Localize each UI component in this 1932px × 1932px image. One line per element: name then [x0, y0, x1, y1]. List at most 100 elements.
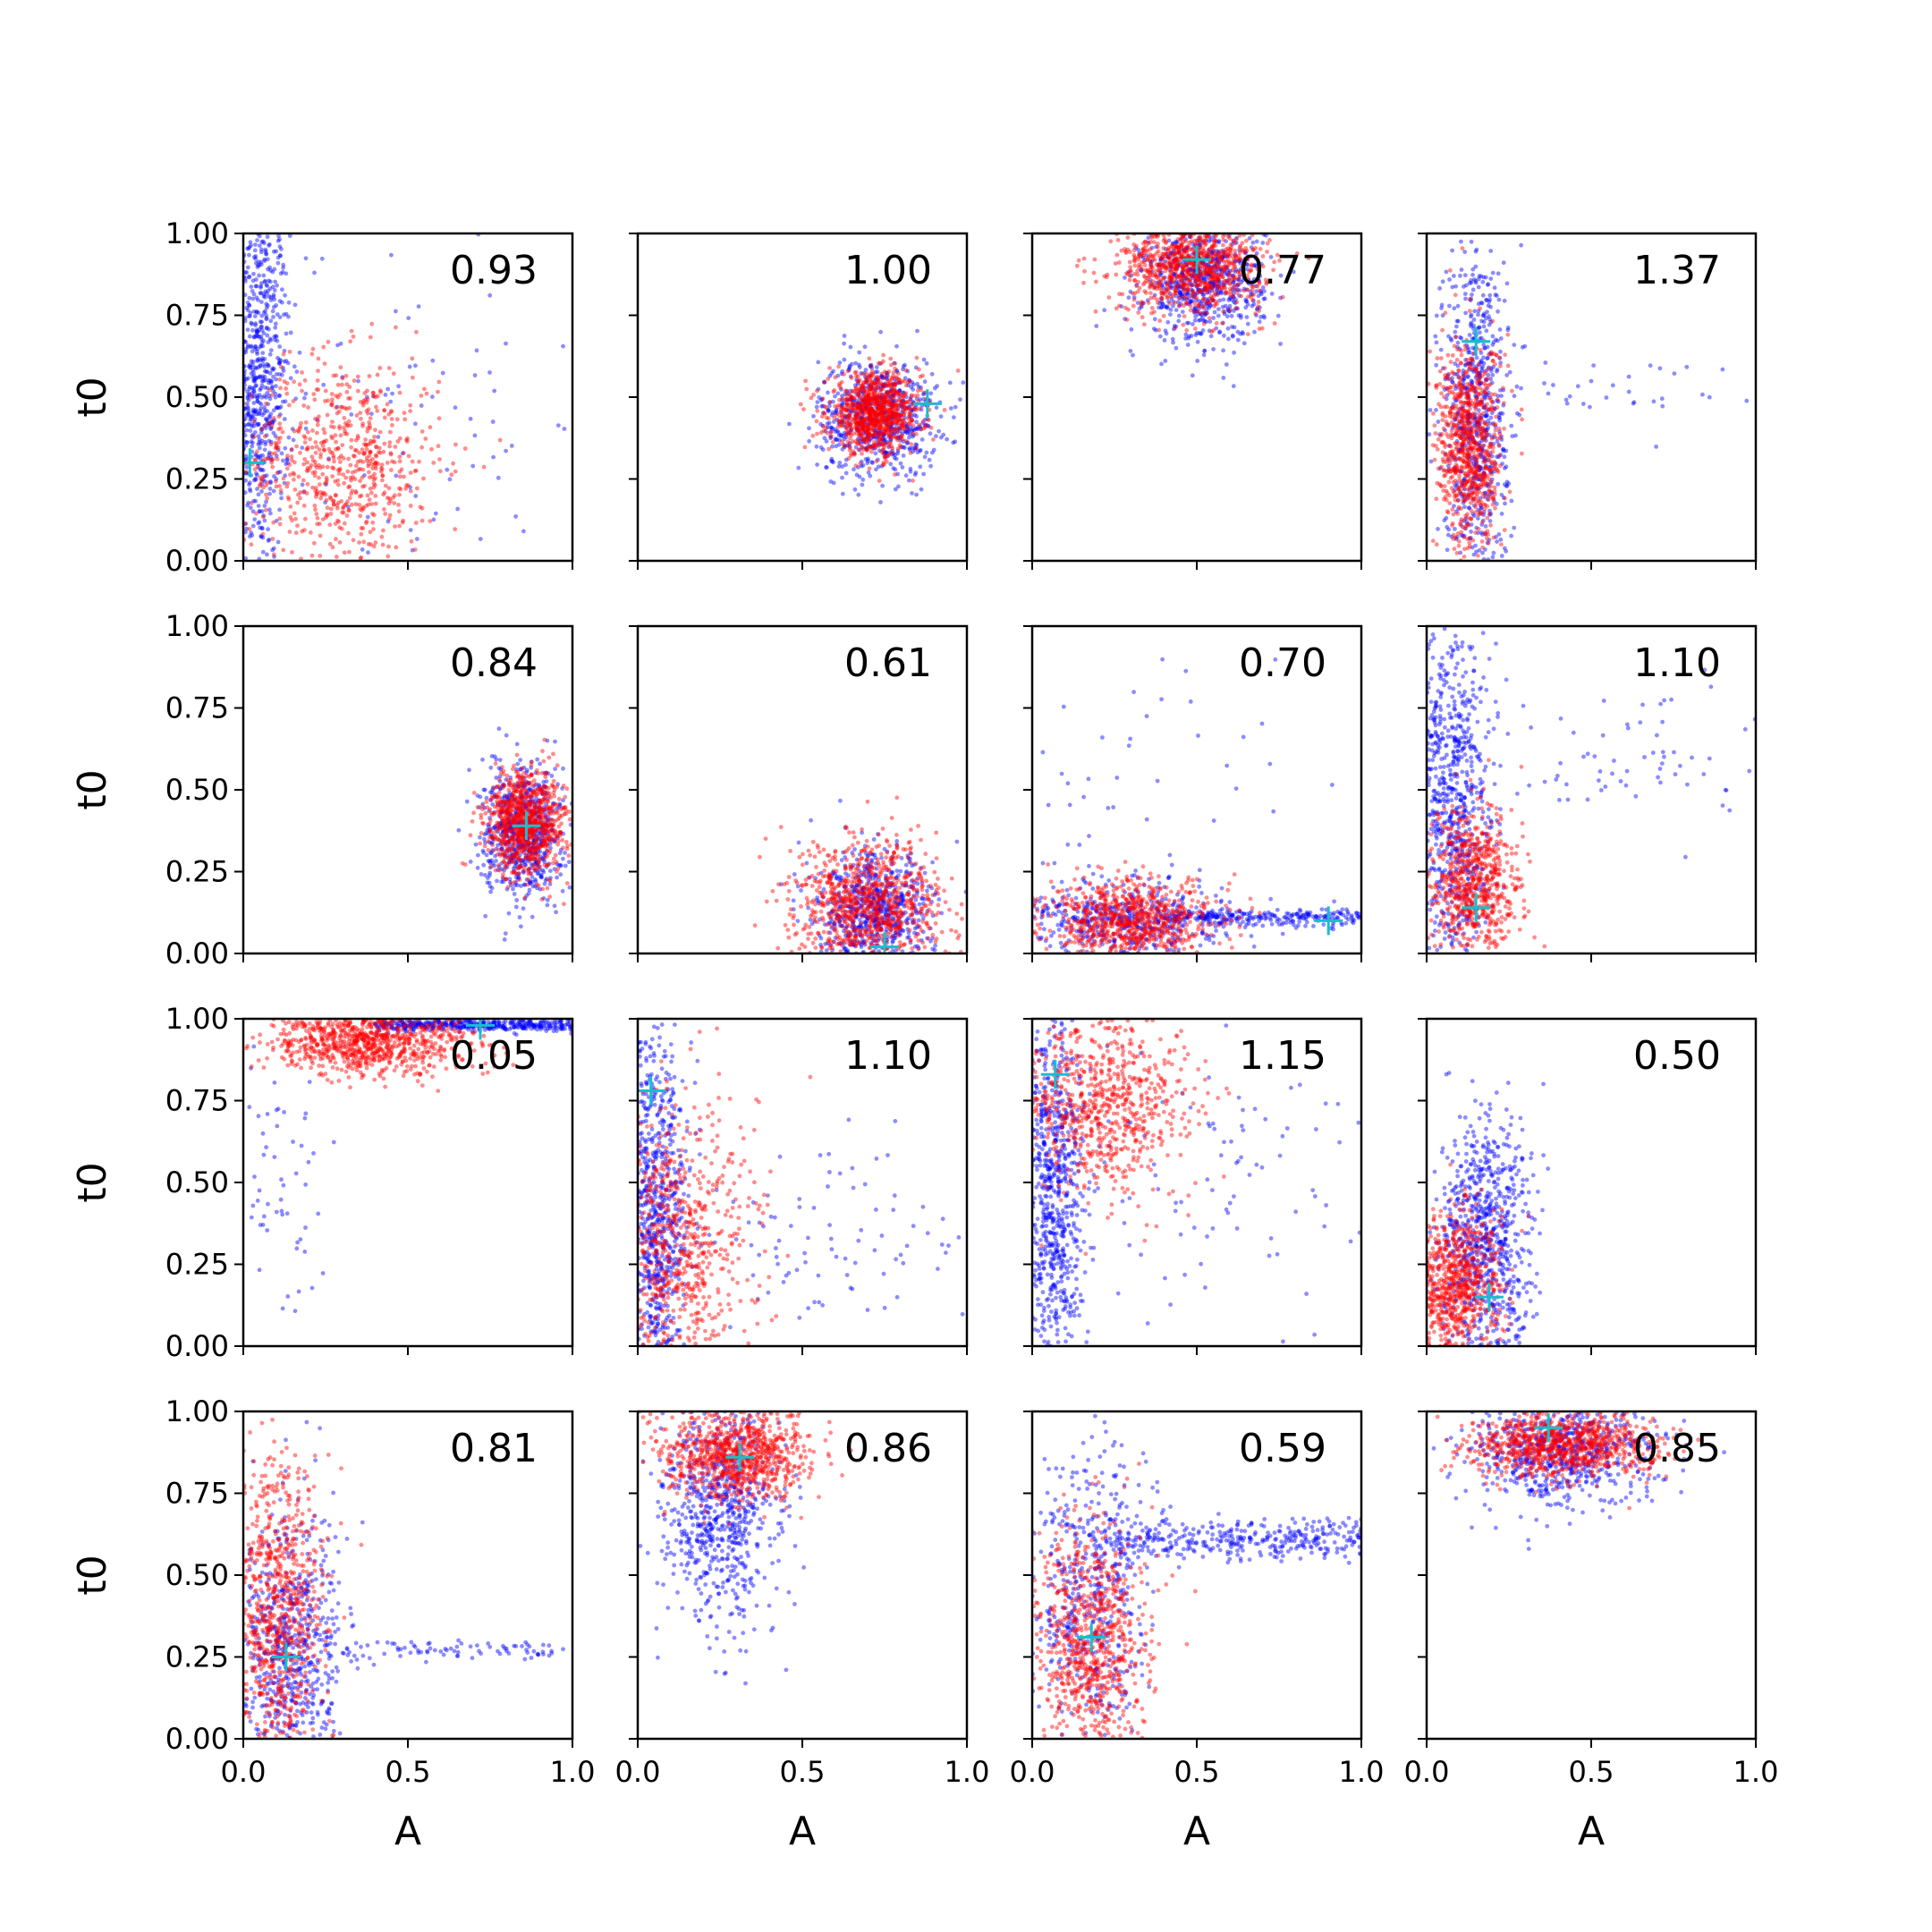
data-point	[1245, 280, 1250, 285]
data-point	[1250, 248, 1256, 252]
data-point	[1445, 421, 1451, 427]
data-point	[271, 292, 276, 298]
data-point	[842, 430, 847, 436]
data-point	[1485, 412, 1489, 418]
data-point	[1132, 278, 1138, 284]
data-point	[860, 421, 864, 427]
data-point	[880, 426, 885, 431]
data-point	[861, 386, 867, 392]
data-point	[1158, 256, 1164, 261]
data-point	[267, 279, 273, 284]
data-point	[1501, 446, 1506, 452]
data-point	[848, 405, 853, 410]
data-point	[1184, 263, 1190, 268]
data-point	[1499, 394, 1504, 398]
data-point	[849, 394, 854, 399]
data-point	[903, 368, 909, 373]
data-point	[1454, 468, 1460, 472]
data-point	[329, 506, 334, 512]
data-point	[1158, 273, 1163, 278]
data-point	[1167, 275, 1172, 280]
data-point	[269, 460, 275, 465]
data-point	[368, 530, 373, 535]
data-point	[258, 343, 264, 348]
data-point	[856, 405, 861, 410]
data-point	[278, 470, 283, 474]
data-point	[886, 399, 891, 404]
data-point	[259, 489, 264, 494]
data-point	[829, 425, 835, 430]
data-point	[1173, 291, 1178, 296]
data-point	[1239, 315, 1243, 320]
data-point	[1150, 254, 1156, 258]
data-point	[1477, 468, 1482, 473]
data-point	[1191, 267, 1195, 272]
data-point	[345, 423, 351, 428]
data-point	[264, 492, 268, 497]
data-point	[1475, 419, 1480, 425]
data-point	[411, 375, 415, 380]
data-point	[1175, 263, 1180, 268]
data-point	[874, 430, 879, 436]
data-point	[373, 540, 378, 546]
data-point	[1256, 304, 1260, 309]
data-point	[335, 478, 341, 483]
data-point	[313, 440, 318, 445]
data-point	[902, 392, 908, 397]
data-point	[894, 402, 900, 408]
data-point	[1258, 305, 1262, 310]
data-point	[926, 423, 930, 428]
data-point	[847, 402, 852, 408]
data-point	[1443, 377, 1448, 382]
data-point	[807, 438, 811, 444]
data-point	[934, 434, 938, 438]
data-point	[866, 428, 870, 433]
data-point	[1280, 294, 1285, 300]
data-point	[1168, 263, 1173, 268]
data-point	[872, 419, 877, 425]
data-point	[1249, 245, 1254, 250]
data-point	[876, 434, 881, 439]
data-point	[1470, 545, 1475, 550]
data-point	[1180, 284, 1185, 290]
data-point	[376, 450, 381, 454]
data-point	[877, 406, 882, 411]
data-point	[1456, 447, 1462, 453]
data-point	[378, 390, 383, 394]
data-point	[245, 389, 250, 394]
data-point	[284, 484, 290, 489]
data-point	[1143, 267, 1148, 273]
data-point	[1140, 301, 1145, 305]
data-point	[365, 493, 370, 498]
data-point	[1172, 258, 1177, 262]
data-point	[364, 521, 369, 526]
data-point	[437, 469, 443, 474]
data-point	[1181, 247, 1186, 252]
data-point	[866, 394, 871, 398]
data-point	[383, 483, 388, 488]
data-point	[287, 233, 292, 239]
data-point	[1224, 253, 1230, 258]
data-point	[907, 428, 912, 432]
data-point	[1479, 413, 1484, 419]
data-point	[350, 488, 355, 494]
data-point	[255, 399, 260, 404]
data-point	[877, 405, 882, 411]
data-point	[877, 408, 883, 413]
data-point	[1131, 242, 1136, 247]
data-point	[298, 424, 302, 429]
data-point	[253, 323, 258, 327]
data-point	[253, 477, 258, 482]
data-point	[890, 395, 894, 401]
data-point	[877, 432, 881, 437]
data-point	[1449, 453, 1454, 459]
data-point	[894, 379, 898, 385]
data-point	[1117, 292, 1122, 297]
data-point	[858, 387, 862, 393]
data-point	[275, 260, 281, 266]
data-point	[842, 445, 847, 449]
data-point	[258, 291, 264, 295]
data-point	[1161, 238, 1166, 243]
data-point	[866, 436, 870, 442]
